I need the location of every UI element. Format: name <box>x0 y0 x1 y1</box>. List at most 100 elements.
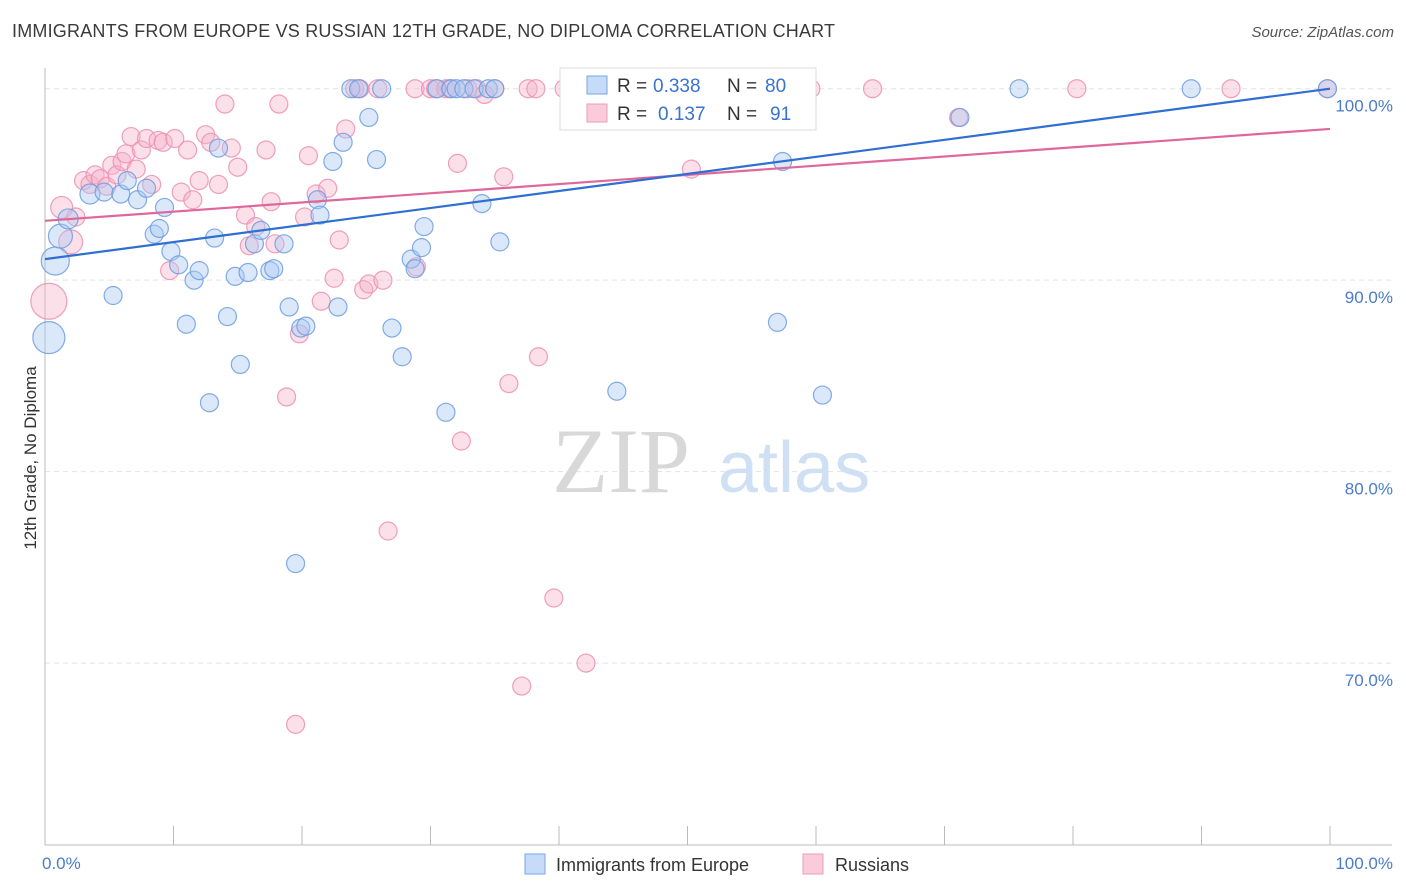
immigrants-point-29 <box>264 259 284 279</box>
russians-point-29 <box>215 94 235 114</box>
russians-point-72 <box>518 79 538 99</box>
russians-point-63 <box>447 153 468 173</box>
russians-point-77 <box>576 653 596 673</box>
watermark-zip: ZIP <box>552 410 690 512</box>
russians-point-6 <box>85 165 105 185</box>
russians-point-69 <box>494 167 514 187</box>
legend-r-label-1: R = <box>617 76 647 97</box>
immigrants-point-42 <box>359 107 379 128</box>
russians-point-70 <box>499 373 519 394</box>
russians-point-75 <box>544 588 564 608</box>
legend-swatch-pink <box>586 103 608 123</box>
x-tick-label-1: 100.0% <box>1335 854 1393 873</box>
immigrants-point-48 <box>405 259 425 279</box>
russians-point-64 <box>451 431 471 451</box>
x-tick-labels: 0.0% 100.0% <box>42 854 1393 873</box>
russians-point-25 <box>189 171 209 191</box>
immigrants-point-18 <box>189 261 209 281</box>
series-russians-points <box>30 79 1338 734</box>
legend-n-label-1: N = <box>727 76 757 97</box>
y-tick-label-1: 80.0% <box>1345 480 1393 499</box>
legend-swatch-blue <box>586 75 608 95</box>
immigrants-point-45 <box>382 318 402 338</box>
legend-r-value-1: 0.338 <box>653 76 701 97</box>
legend-item-immigrants-swatch <box>524 853 546 875</box>
russians-point-21 <box>165 128 185 149</box>
russians-point-57 <box>405 79 425 99</box>
russians-point-48 <box>329 230 349 250</box>
russians-point-71 <box>512 676 532 696</box>
immigrants-point-5 <box>94 182 114 202</box>
russians-point-47 <box>324 268 344 288</box>
immigrants-point-61 <box>607 381 627 401</box>
russians-point-28 <box>208 174 229 195</box>
immigrants-point-37 <box>323 151 343 172</box>
russians-point-59 <box>420 79 441 99</box>
immigrants-point-40 <box>341 79 361 99</box>
russians-point-52 <box>354 280 374 300</box>
legend-r-label-2: R = <box>617 104 647 125</box>
immigrants-point-67 <box>1009 79 1029 99</box>
immigrants-point-56 <box>464 79 484 99</box>
source-note: Source: ZipAtlas.com <box>1251 24 1394 41</box>
chart-title: IMMIGRANTS FROM EUROPE VS RUSSIAN 12TH G… <box>12 21 836 41</box>
immigrants-point-36 <box>310 205 330 225</box>
immigrants-point-39 <box>333 132 353 152</box>
legend-item-russians-swatch <box>802 853 824 875</box>
russians-point-17 <box>142 174 162 195</box>
immigrants-point-2 <box>47 223 74 249</box>
stats-legend: R = 0.338 N = 80 R = 0.137 N = 91 <box>559 67 817 131</box>
immigrants-point-32 <box>285 553 306 574</box>
immigrants-point-11 <box>144 224 164 244</box>
russians-point-42 <box>294 207 315 227</box>
russians-point-41 <box>289 324 310 344</box>
russians-point-56 <box>378 521 398 541</box>
russians-point-38 <box>269 94 289 114</box>
immigrants-point-60 <box>490 232 510 252</box>
y-tick-label-2: 90.0% <box>1345 288 1393 307</box>
immigrants-point-30 <box>274 234 294 254</box>
immigrants-point-24 <box>230 354 250 375</box>
immigrants-point-31 <box>279 297 299 317</box>
legend-n-value-1: 80 <box>765 76 786 97</box>
trend-lines <box>44 87 1331 261</box>
immigrants-point-8 <box>117 171 137 191</box>
russians-point-9 <box>102 155 122 175</box>
y-tick-label-0: 70.0% <box>1345 671 1393 690</box>
immigrants-point-17 <box>184 270 204 290</box>
y-tick-labels: 70.0% 80.0% 90.0% 100.0% <box>1335 97 1393 690</box>
immigrants-point-44 <box>372 79 392 99</box>
immigrants-point-21 <box>208 138 229 158</box>
immigrants-point-38 <box>328 297 348 317</box>
immigrants-point-68 <box>1181 79 1201 99</box>
russians-point-15 <box>131 140 151 160</box>
immigrants-point-50 <box>414 216 434 237</box>
russians-point-13 <box>121 126 141 147</box>
russians-point-44 <box>306 184 326 204</box>
immigrants-point-65 <box>812 385 833 405</box>
legend-item-russians: Russians <box>835 855 909 875</box>
series-immigrants-points <box>32 79 1338 574</box>
immigrants-point-41 <box>348 79 369 99</box>
immigrants-point-0 <box>32 321 66 355</box>
immigrants-point-57 <box>472 193 492 214</box>
russians-point-23 <box>178 140 198 160</box>
russians-point-35 <box>256 140 276 160</box>
x-tick-label-0: 0.0% <box>42 854 81 873</box>
legend-n-label-2: N = <box>727 104 757 125</box>
russians-point-24 <box>183 190 203 210</box>
immigrants-point-52 <box>436 402 456 422</box>
immigrants-point-46 <box>392 347 412 367</box>
y-axis-label: 12th Grade, No Diploma <box>21 366 40 550</box>
russians-point-40 <box>285 714 306 734</box>
russians-point-87 <box>1067 79 1087 99</box>
immigrants-point-51 <box>427 79 447 99</box>
watermark-atlas: atlas <box>718 428 870 508</box>
immigrants-point-34 <box>296 316 316 336</box>
immigrants-point-25 <box>238 262 258 283</box>
russians-point-36 <box>261 192 281 212</box>
legend-r-value-2: 0.137 <box>658 104 706 125</box>
russians-point-0 <box>30 282 68 320</box>
russians-point-27 <box>201 132 221 152</box>
